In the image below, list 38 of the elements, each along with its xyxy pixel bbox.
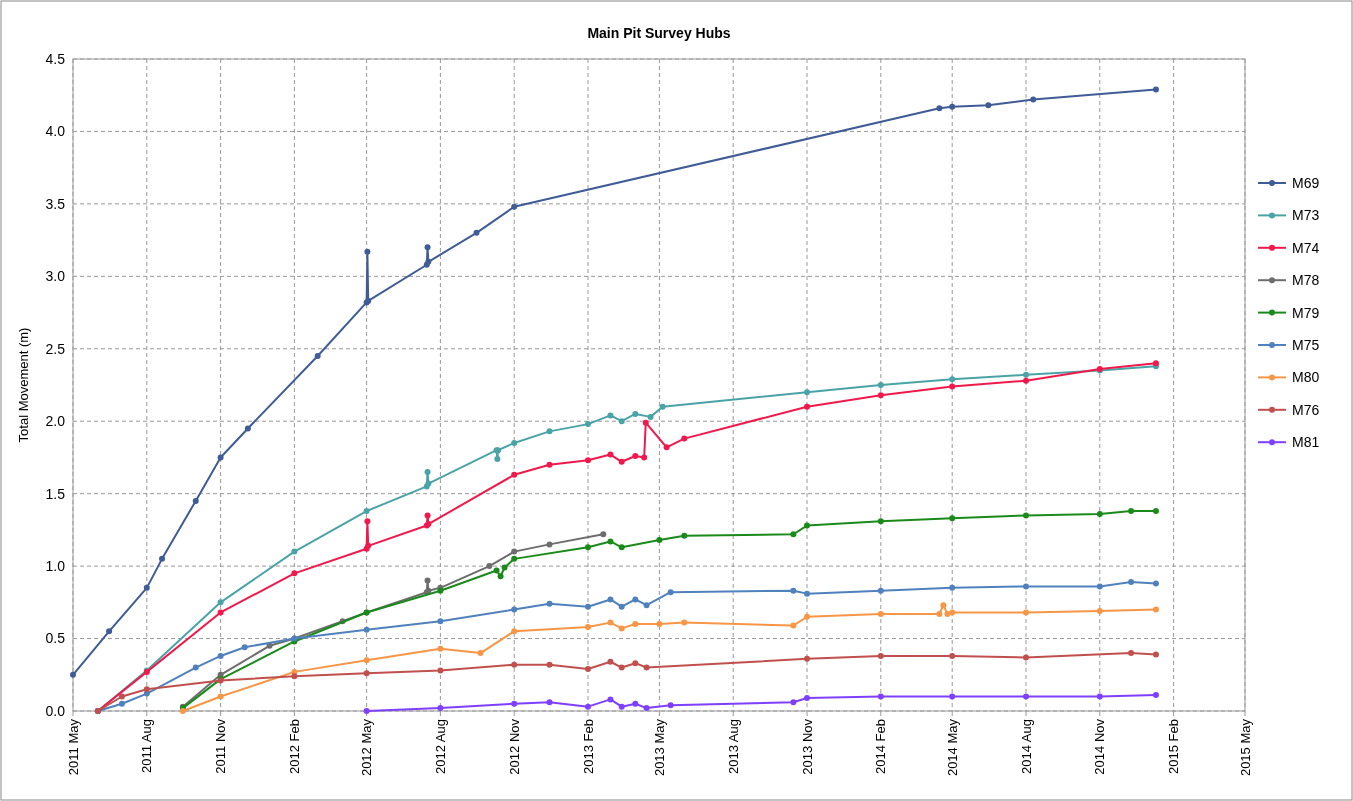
x-tick-label: 2013 Aug (725, 719, 741, 774)
y-tick-label: 3.5 (45, 195, 66, 212)
y-tick-label: 1.5 (45, 485, 66, 502)
x-tick-label: 2013 Feb (580, 719, 596, 774)
y-tick-label: 4.5 (45, 50, 66, 67)
legend-label: M80 (1292, 369, 1320, 386)
y-tick-label: 3.0 (45, 268, 66, 285)
x-tick-label: 2012 Aug (432, 719, 448, 774)
legend-label: M76 (1292, 401, 1320, 418)
legend-label: M73 (1292, 207, 1320, 224)
x-tick-label: 2012 May (359, 718, 375, 777)
y-tick-label: 2.0 (45, 413, 66, 430)
x-tick-label: 2014 Feb (873, 719, 889, 774)
y-tick-label: 4.0 (45, 123, 66, 140)
x-tick-label: 2012 Nov (506, 718, 522, 775)
x-tick-label: 2015 Feb (1166, 719, 1182, 774)
x-tick-label: 2013 May (651, 718, 667, 777)
legend-label: M75 (1292, 336, 1320, 353)
x-tick-label: 2013 Nov (799, 718, 815, 775)
chart-title: Main Pit Survey Hubs (587, 25, 731, 41)
x-tick-label: 2014 Nov (1092, 718, 1108, 775)
y-tick-label: 0.5 (45, 630, 66, 647)
x-tick-label: 2014 May (944, 718, 960, 777)
x-tick-label: 2011 Nov (213, 718, 229, 774)
x-tick-label: 2014 Aug (1018, 719, 1034, 774)
legend-label: M78 (1292, 272, 1320, 289)
legend-label: M81 (1292, 434, 1320, 451)
y-tick-label: 2.5 (45, 340, 66, 357)
y-axis-title: Total Movement (m) (16, 327, 31, 443)
x-tick-label: 2011 Aug (139, 719, 155, 773)
legend-label: M79 (1292, 304, 1320, 321)
y-tick-label: 1.0 (45, 558, 66, 575)
y-tick-label: 0.0 (45, 702, 66, 719)
x-tick-label: 2015 May (1237, 718, 1253, 777)
x-tick-label: 2012 Feb (286, 719, 302, 774)
legend-label: M74 (1292, 239, 1320, 256)
x-tick-label: 2011 May (65, 718, 81, 776)
legend-label: M69 (1292, 174, 1320, 191)
